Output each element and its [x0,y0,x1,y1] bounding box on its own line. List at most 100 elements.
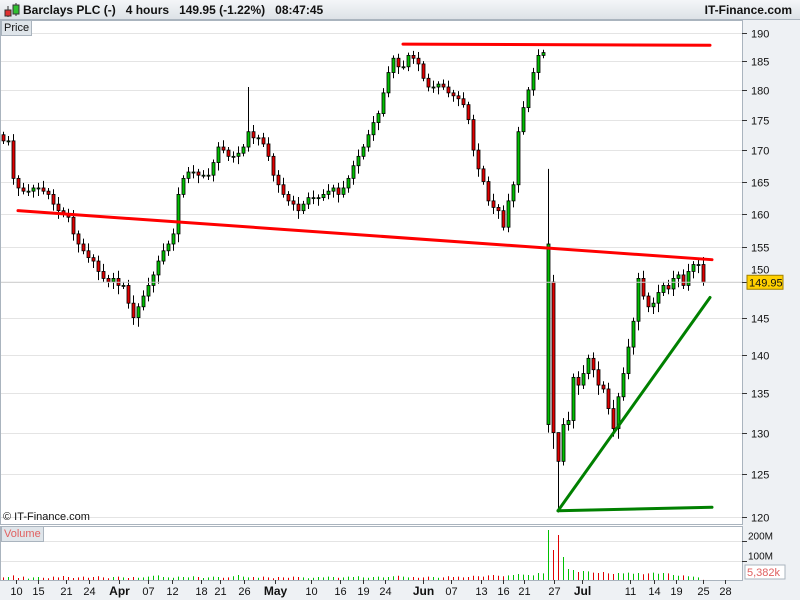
candle-body [516,131,521,186]
candle [91,254,96,268]
candle-body [16,177,21,189]
trendline-rising-support [556,295,712,513]
x-tick-label: Jul [574,584,591,598]
candle-body [491,200,496,208]
candle-body [91,257,96,262]
candle [311,190,316,205]
candle-body [651,302,656,308]
candle-body [31,187,36,192]
candle-body [186,171,191,179]
candle-body [691,264,696,272]
candle [131,295,136,325]
candle-body [671,278,676,290]
candle [381,88,386,117]
trendline-flat-support [556,505,714,513]
x-tick-label: 12 [166,586,178,598]
candle [536,49,541,80]
candle-body [356,155,361,167]
candle-body [336,187,341,195]
volume-panel-label: Volume [1,526,44,542]
candle [336,182,341,203]
candle [541,49,546,59]
candle [421,61,426,82]
candle-body [296,203,301,212]
timeframe: 4 hours [125,3,170,17]
candle-body [131,302,136,319]
candle-body [26,190,31,193]
candle [216,142,221,171]
candle [36,182,41,197]
x-tick-label: 07 [142,586,154,598]
candle-body [151,274,156,286]
candle [291,195,296,211]
x-tick-label: 16 [334,586,346,598]
candle [176,187,181,243]
candle-body [146,285,151,297]
candle [206,168,211,180]
candle [636,272,641,331]
candle-body [451,92,456,97]
candle-body [646,295,651,308]
candle-body [326,190,331,195]
candle [276,170,281,193]
candle [221,140,226,154]
volume-tick-label: 200M [748,532,773,543]
candle-body [621,373,626,398]
x-tick-label: 25 [697,586,709,598]
candle-body [101,271,106,279]
x-tick-label: 26 [238,586,250,598]
candle [461,92,466,108]
candle-body [501,210,506,228]
candle [146,277,151,302]
candle [106,274,111,288]
y-tick-label: 140 [751,351,769,363]
candle-body [156,260,161,276]
candle-body [51,193,56,205]
candle [516,126,521,193]
candle-body [661,285,666,293]
candle [31,184,36,198]
x-tick-label: 21 [214,586,226,598]
x-tick-label: Jun [413,584,434,598]
trendline-top-resistance [401,42,712,47]
x-tick-label: 16 [497,586,509,598]
x-tick-label: 18 [195,586,207,598]
candle [686,263,691,291]
volume-bars [3,530,704,580]
candle [626,338,631,380]
candle [471,114,476,157]
candle [466,101,471,125]
last-price-tag [746,274,784,290]
y-tick-label: 130 [751,429,769,441]
x-tick-label: 15 [32,586,44,598]
candle [286,191,291,206]
candle-body [361,146,366,157]
candle-body [281,184,286,195]
candle-body [141,295,146,308]
candle [226,147,231,162]
candle-body [431,86,436,89]
candle-body [561,424,566,462]
instrument-name: Barclays PLC (-) [23,3,116,17]
candle [196,168,201,184]
candle-body [36,187,41,190]
candle-body [246,131,251,148]
candle [101,263,106,282]
candle [671,270,676,297]
candle-body [21,187,26,192]
candle-body [541,52,546,56]
candle [161,243,166,265]
candle-body [201,174,206,177]
y-tick-label: 175 [751,116,769,128]
candle-body [396,57,401,68]
candle-body [536,55,541,73]
candle-body [546,243,551,425]
candle-body [581,373,586,386]
candle [601,381,606,393]
candle-body [126,285,131,304]
candle-body [471,119,476,151]
candle [396,53,401,74]
x-tick-label: 11 [625,586,636,598]
candle [356,149,361,174]
